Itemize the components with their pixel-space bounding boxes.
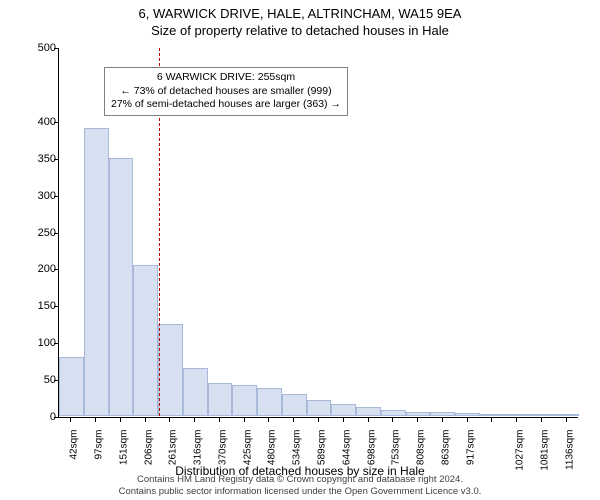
x-tick-mark xyxy=(293,418,294,422)
histogram-bar xyxy=(282,394,307,416)
y-tick-mark xyxy=(54,196,58,197)
x-tick-label: 206sqm xyxy=(143,430,154,478)
y-tick-mark xyxy=(54,380,58,381)
x-tick-label: 808sqm xyxy=(416,430,427,478)
x-tick-mark xyxy=(467,418,468,422)
x-tick-mark xyxy=(318,418,319,422)
y-tick-label: 100 xyxy=(30,337,56,349)
y-tick-mark xyxy=(54,417,58,418)
histogram-bar xyxy=(430,412,455,416)
x-tick-label: 1136sqm xyxy=(564,430,575,478)
x-tick-label: 644sqm xyxy=(341,430,352,478)
histogram-bar xyxy=(554,414,579,416)
x-tick-label: 753sqm xyxy=(391,430,402,478)
y-tick-label: 0 xyxy=(30,411,56,423)
annotation-box: 6 WARWICK DRIVE: 255sqm← 73% of detached… xyxy=(104,67,348,116)
x-tick-mark xyxy=(392,418,393,422)
y-tick-label: 200 xyxy=(30,263,56,275)
x-tick-label: 589sqm xyxy=(317,430,328,478)
histogram-bar xyxy=(232,385,257,416)
x-tick-label: 316sqm xyxy=(193,430,204,478)
y-tick-label: 50 xyxy=(30,374,56,386)
x-tick-mark xyxy=(244,418,245,422)
x-tick-mark xyxy=(145,418,146,422)
histogram-bar xyxy=(529,414,554,416)
histogram-bar xyxy=(183,368,208,416)
x-tick-mark xyxy=(70,418,71,422)
y-tick-label: 250 xyxy=(30,227,56,239)
x-tick-mark xyxy=(219,418,220,422)
x-tick-mark xyxy=(417,418,418,422)
x-tick-mark xyxy=(566,418,567,422)
histogram-bar xyxy=(109,158,134,416)
histogram-bar xyxy=(455,413,480,416)
x-tick-mark xyxy=(516,418,517,422)
x-tick-label: 261sqm xyxy=(168,430,179,478)
y-tick-label: 500 xyxy=(30,42,56,54)
x-tick-label: 480sqm xyxy=(267,430,278,478)
x-tick-label: 42sqm xyxy=(69,430,80,478)
x-tick-label: 534sqm xyxy=(292,430,303,478)
histogram-bar xyxy=(307,400,332,416)
footer-line-2: Contains public sector information licen… xyxy=(0,486,600,498)
y-tick-label: 350 xyxy=(30,153,56,165)
x-tick-mark xyxy=(343,418,344,422)
annotation-line: 27% of semi-detached houses are larger (… xyxy=(111,98,341,112)
chart-title-main: 6, WARWICK DRIVE, HALE, ALTRINCHAM, WA15… xyxy=(0,0,600,21)
histogram-bar xyxy=(84,128,109,416)
footer-attribution: Contains HM Land Registry data © Crown c… xyxy=(0,474,600,498)
y-tick-label: 300 xyxy=(30,190,56,202)
y-tick-mark xyxy=(54,159,58,160)
annotation-line: ← 73% of detached houses are smaller (99… xyxy=(111,85,341,99)
x-tick-mark xyxy=(95,418,96,422)
y-tick-label: 400 xyxy=(30,116,56,128)
x-tick-mark xyxy=(268,418,269,422)
x-tick-label: 698sqm xyxy=(366,430,377,478)
annotation-line: 6 WARWICK DRIVE: 255sqm xyxy=(111,71,341,85)
chart-title-sub: Size of property relative to detached ho… xyxy=(0,21,600,38)
y-tick-mark xyxy=(54,122,58,123)
histogram-bar xyxy=(208,383,233,416)
histogram-bar xyxy=(480,414,505,416)
x-tick-mark xyxy=(120,418,121,422)
x-tick-mark xyxy=(194,418,195,422)
x-tick-label: 863sqm xyxy=(440,430,451,478)
histogram-bar xyxy=(381,410,406,416)
histogram-bar xyxy=(331,404,356,416)
x-tick-mark xyxy=(169,418,170,422)
x-tick-label: 1027sqm xyxy=(515,430,526,478)
x-tick-label: 425sqm xyxy=(242,430,253,478)
chart-container: 6, WARWICK DRIVE, HALE, ALTRINCHAM, WA15… xyxy=(0,0,600,500)
x-tick-mark xyxy=(442,418,443,422)
y-tick-mark xyxy=(54,343,58,344)
histogram-bar xyxy=(257,388,282,416)
histogram-bar xyxy=(158,324,183,416)
x-tick-label: 151sqm xyxy=(118,430,129,478)
x-tick-mark xyxy=(491,418,492,422)
x-tick-label: 917sqm xyxy=(465,430,476,478)
x-tick-mark xyxy=(368,418,369,422)
histogram-bar xyxy=(406,412,431,416)
x-tick-mark xyxy=(541,418,542,422)
y-tick-mark xyxy=(54,269,58,270)
x-tick-label: 1081sqm xyxy=(539,430,550,478)
histogram-bar xyxy=(133,265,158,416)
y-tick-label: 150 xyxy=(30,300,56,312)
x-tick-label: 97sqm xyxy=(94,430,105,478)
x-tick-label: 370sqm xyxy=(217,430,228,478)
histogram-bar xyxy=(356,407,381,416)
y-tick-mark xyxy=(54,233,58,234)
y-tick-mark xyxy=(54,306,58,307)
y-tick-mark xyxy=(54,48,58,49)
histogram-bar xyxy=(505,414,530,416)
histogram-bar xyxy=(59,357,84,416)
